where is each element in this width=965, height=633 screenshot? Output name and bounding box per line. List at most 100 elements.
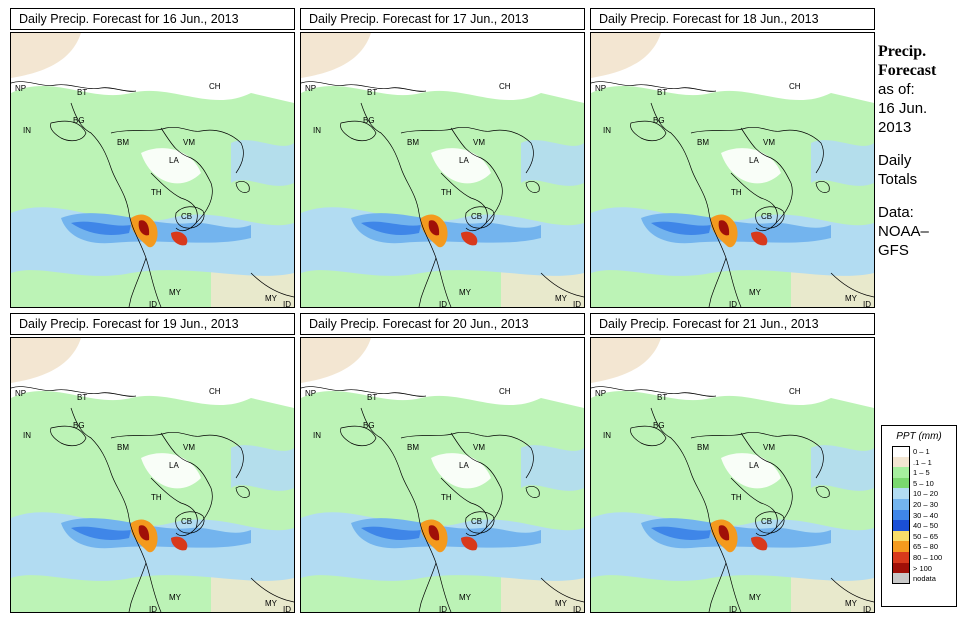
- precip-field-trace: [591, 338, 661, 383]
- label-bhutan: BT: [367, 393, 377, 402]
- precip-map: NP BT BG IN CH BM VM LA TH CB MY ID MY I…: [300, 337, 585, 613]
- label-myanmar: BM: [117, 138, 129, 147]
- legend-row: 65 – 80: [882, 541, 956, 552]
- label-myanmar: BM: [697, 443, 709, 452]
- precip-field-trace: [591, 33, 661, 78]
- label-malaysia-east: MY: [555, 294, 568, 303]
- legend-swatch: [892, 488, 910, 499]
- precip-map-canvas: NP BT BG IN CH BM VM LA TH CB MY ID MY I…: [11, 338, 294, 612]
- precip-map-canvas: NP BT BG IN CH BM VM LA TH CB MY ID MY I…: [301, 33, 584, 307]
- legend-swatch: [892, 498, 910, 510]
- label-vietnam: VM: [763, 138, 775, 147]
- precip-map: NP BT BG IN CH BM VM LA TH CB MY ID MY I…: [590, 337, 875, 613]
- label-india: IN: [313, 126, 321, 135]
- label-china: CH: [789, 82, 801, 91]
- precip-field-trace: [301, 33, 371, 78]
- precip-field-moderate-2: [521, 445, 584, 491]
- precip-field-heavier: [71, 221, 131, 235]
- label-indonesia: ID: [149, 605, 157, 612]
- legend-row: 0 – 1: [882, 446, 956, 457]
- precip-core-red-2: [461, 231, 478, 246]
- heading-line-2: Forecast: [878, 62, 937, 79]
- legend-label: 10 – 20: [913, 489, 939, 499]
- country-borders: [301, 386, 584, 612]
- country-borders: [591, 386, 874, 612]
- precip-core-red: [718, 220, 730, 236]
- label-myanmar: BM: [407, 138, 419, 147]
- legend-label: 30 – 40: [913, 510, 939, 520]
- precip-field-dry: [391, 338, 584, 398]
- label-malaysia: MY: [169, 593, 182, 602]
- forecast-panel-2: Daily Precip. Forecast for 17 Jun., 2013: [300, 8, 585, 308]
- label-laos: LA: [749, 461, 759, 470]
- precip-field-moderate-2: [521, 140, 584, 186]
- precip-field-dry: [681, 33, 874, 93]
- asof-label: as of:: [878, 81, 915, 98]
- label-laos: LA: [459, 461, 469, 470]
- precip-field-moderate-2: [231, 445, 294, 491]
- precip-field-moderate-2: [811, 140, 874, 186]
- label-indonesia: ID: [729, 300, 737, 307]
- label-thailand: TH: [151, 188, 162, 197]
- panel-title: Daily Precip. Forecast for 18 Jun., 2013: [590, 8, 875, 30]
- precip-field-heavier: [361, 221, 421, 235]
- precip-field-dry: [391, 33, 584, 93]
- label-indonesia-east: ID: [283, 300, 291, 307]
- legend-swatch: [892, 456, 910, 468]
- label-cambodia: CB: [761, 517, 772, 526]
- label-bangladesh: BG: [653, 116, 665, 125]
- country-borders: [301, 81, 584, 307]
- precip-core-red: [138, 220, 150, 236]
- label-indonesia-east: ID: [863, 605, 871, 612]
- label-thailand: TH: [441, 188, 452, 197]
- label-thailand: TH: [151, 493, 162, 502]
- panel-title: Daily Precip. Forecast for 16 Jun., 2013: [10, 8, 295, 30]
- precip-field-dry: [681, 338, 874, 398]
- label-bangladesh: BG: [653, 421, 665, 430]
- label-indonesia-east: ID: [573, 605, 581, 612]
- label-malaysia: MY: [749, 288, 762, 297]
- legend-label: .1 – 1: [913, 457, 932, 467]
- legend-row: 10 – 20: [882, 488, 956, 499]
- label-indonesia: ID: [729, 605, 737, 612]
- precip-map: NP BT BG IN CH BM VM LA TH CB MY ID MY I…: [10, 337, 295, 613]
- label-cambodia: CB: [471, 517, 482, 526]
- label-indonesia-east: ID: [573, 300, 581, 307]
- label-malaysia: MY: [459, 593, 472, 602]
- label-vietnam: VM: [183, 443, 195, 452]
- legend-label: 5 – 10: [913, 478, 934, 488]
- label-thailand: TH: [441, 493, 452, 502]
- label-thailand: TH: [731, 493, 742, 502]
- legend-label: 40 – 50: [913, 521, 939, 531]
- label-indonesia: ID: [439, 605, 447, 612]
- forecast-panel-1: Daily Precip. Forecast for 16 Jun., 2013: [10, 8, 295, 308]
- precip-field-dry-2: [721, 453, 781, 489]
- precip-map-canvas: NP BT BG IN CH BM VM LA TH CB MY ID MY I…: [301, 338, 584, 612]
- legend-swatch: [892, 446, 910, 457]
- precip-core-red-2: [751, 536, 768, 551]
- country-borders: [11, 386, 294, 612]
- legend-row: 50 – 65: [882, 530, 956, 542]
- label-india: IN: [313, 431, 321, 440]
- label-china: CH: [499, 82, 511, 91]
- precip-field-dry-2: [141, 148, 201, 184]
- country-borders: [11, 81, 294, 307]
- label-nepal: NP: [305, 84, 316, 93]
- precip-core-red-2: [171, 231, 188, 246]
- label-cambodia: CB: [761, 212, 772, 221]
- label-indonesia-east: ID: [283, 605, 291, 612]
- label-laos: LA: [749, 156, 759, 165]
- precip-core-red-2: [171, 536, 188, 551]
- label-myanmar: BM: [697, 138, 709, 147]
- legend-title: PPT (mm): [896, 431, 942, 442]
- precip-map-canvas: NP BT BG IN CH BM VM LA TH CB MY ID MY I…: [591, 338, 874, 612]
- label-myanmar: BM: [117, 443, 129, 452]
- label-vietnam: VM: [473, 138, 485, 147]
- label-malaysia: MY: [749, 593, 762, 602]
- label-china: CH: [209, 387, 221, 396]
- precip-field-dry-2: [721, 148, 781, 184]
- panel-title: Daily Precip. Forecast for 20 Jun., 2013: [300, 313, 585, 335]
- precip-field-trace: [11, 338, 81, 383]
- label-india: IN: [603, 126, 611, 135]
